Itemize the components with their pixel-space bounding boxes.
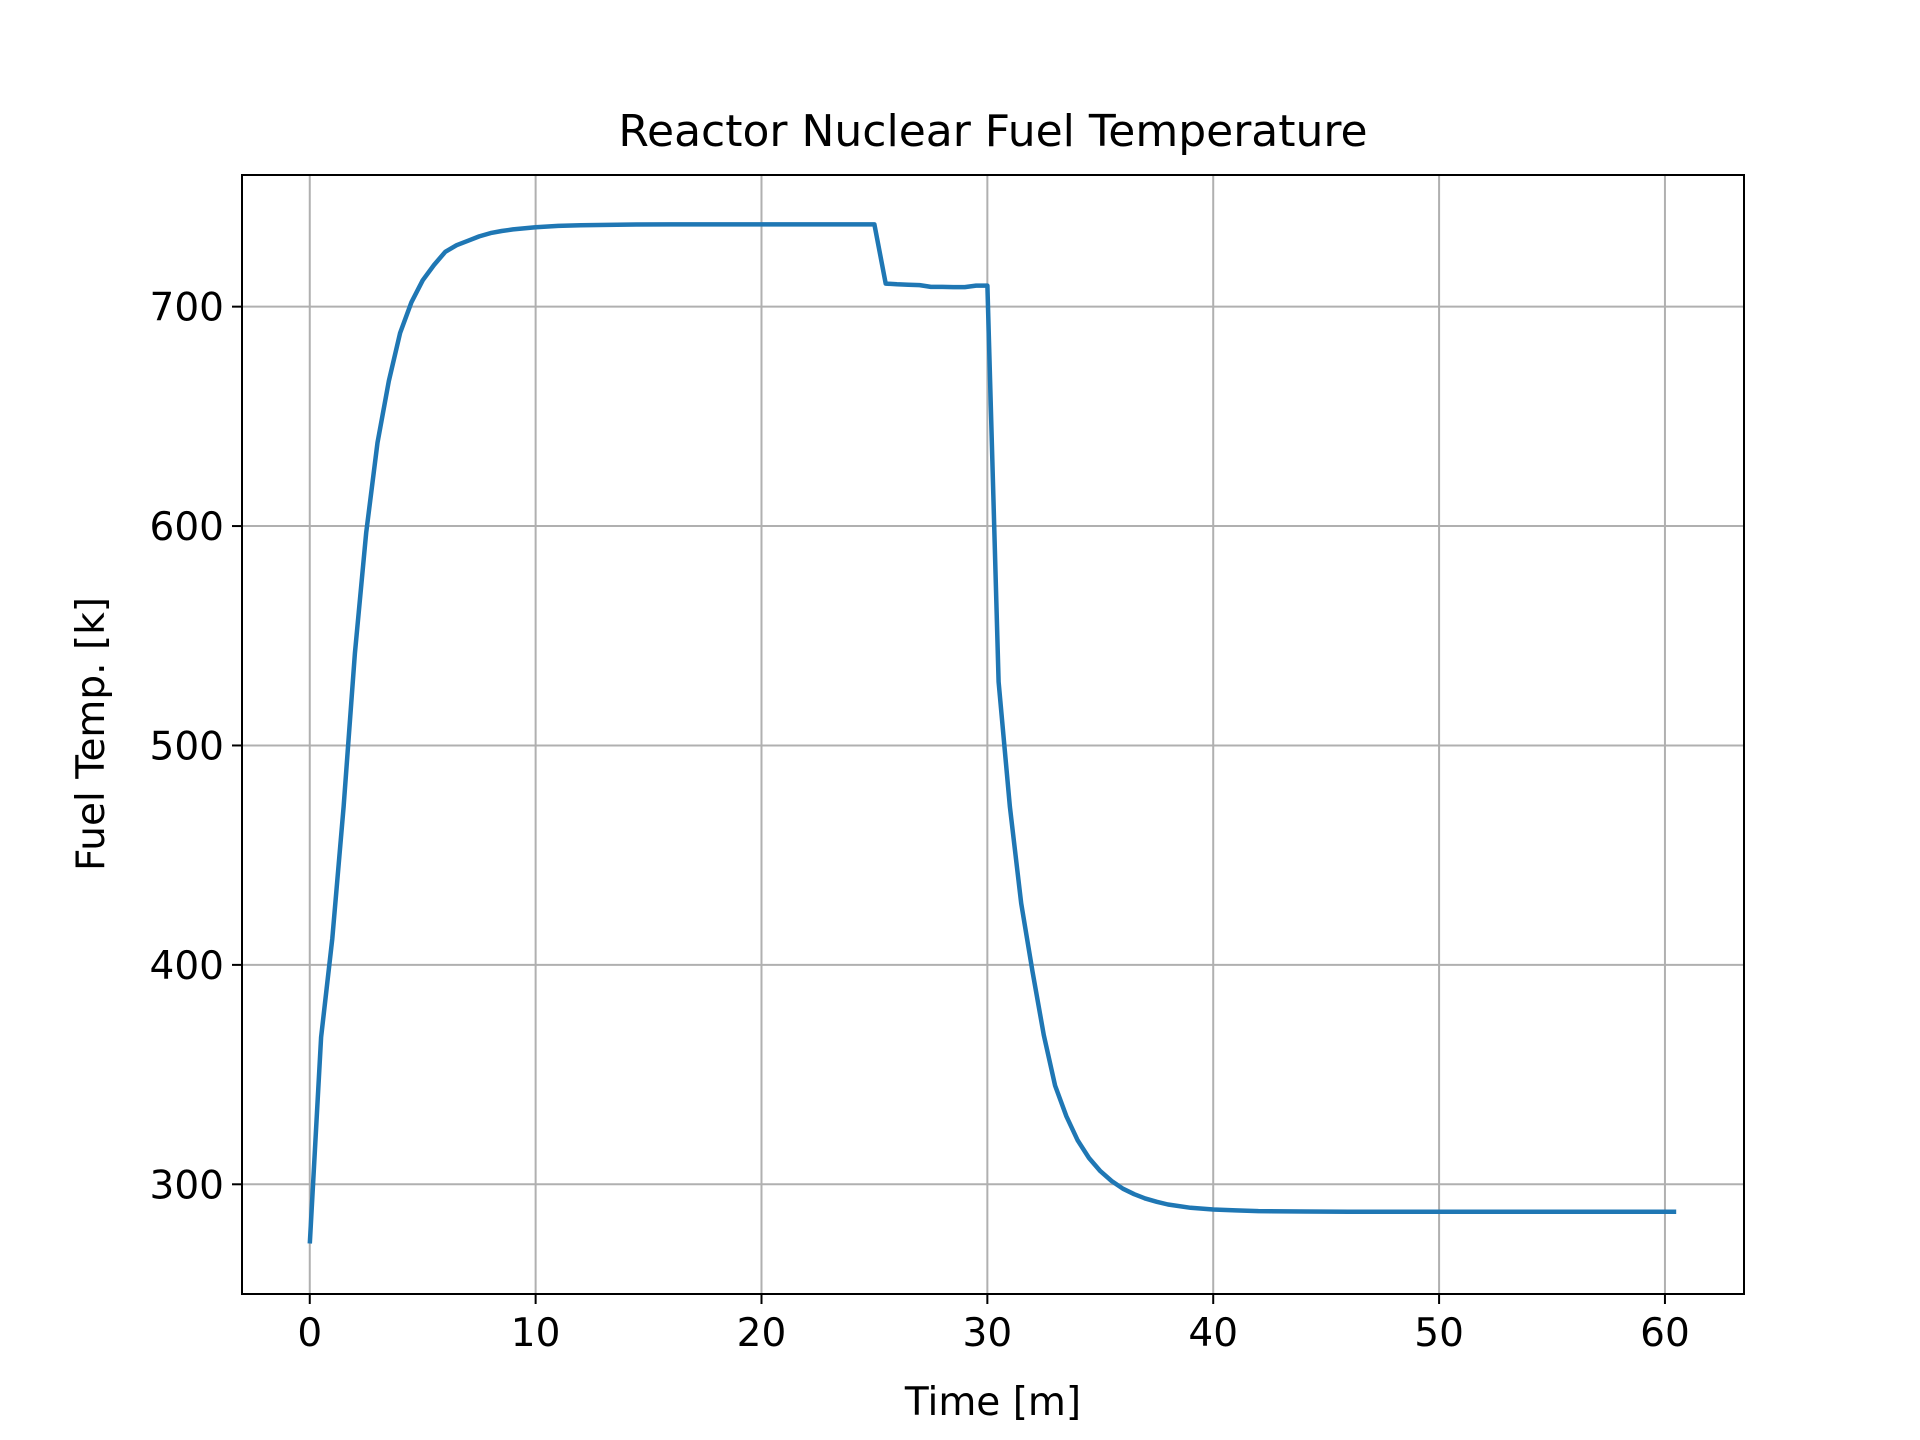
y-tick-label: 400: [150, 944, 224, 989]
plot-area: [307, 222, 1677, 1244]
y-tick-label: 600: [150, 505, 224, 550]
y-tick-label: 500: [150, 724, 224, 769]
y-axis-label: Fuel Temp. [k]: [69, 597, 114, 871]
y-tick-label: 700: [150, 286, 224, 331]
x-tick-label: 30: [963, 1311, 1013, 1356]
x-tick-label: 60: [1640, 1311, 1690, 1356]
axis-ticks: 0 10 20 30 40 50 60 300 400 500 600 700: [150, 286, 1690, 1356]
chart-title: Reactor Nuclear Fuel Temperature: [618, 106, 1367, 157]
series-line-fuel-temp: [307, 222, 1677, 1244]
y-tick-label: 300: [150, 1163, 224, 1208]
x-axis-label: Time [m]: [904, 1380, 1081, 1425]
x-tick-label: 10: [511, 1311, 561, 1356]
x-tick-label: 50: [1414, 1311, 1464, 1356]
x-tick-label: 0: [297, 1311, 322, 1356]
plot-frame: [241, 174, 1745, 1295]
x-tick-label: 40: [1188, 1311, 1238, 1356]
x-tick-label: 20: [737, 1311, 787, 1356]
gridlines: [242, 175, 1744, 1294]
